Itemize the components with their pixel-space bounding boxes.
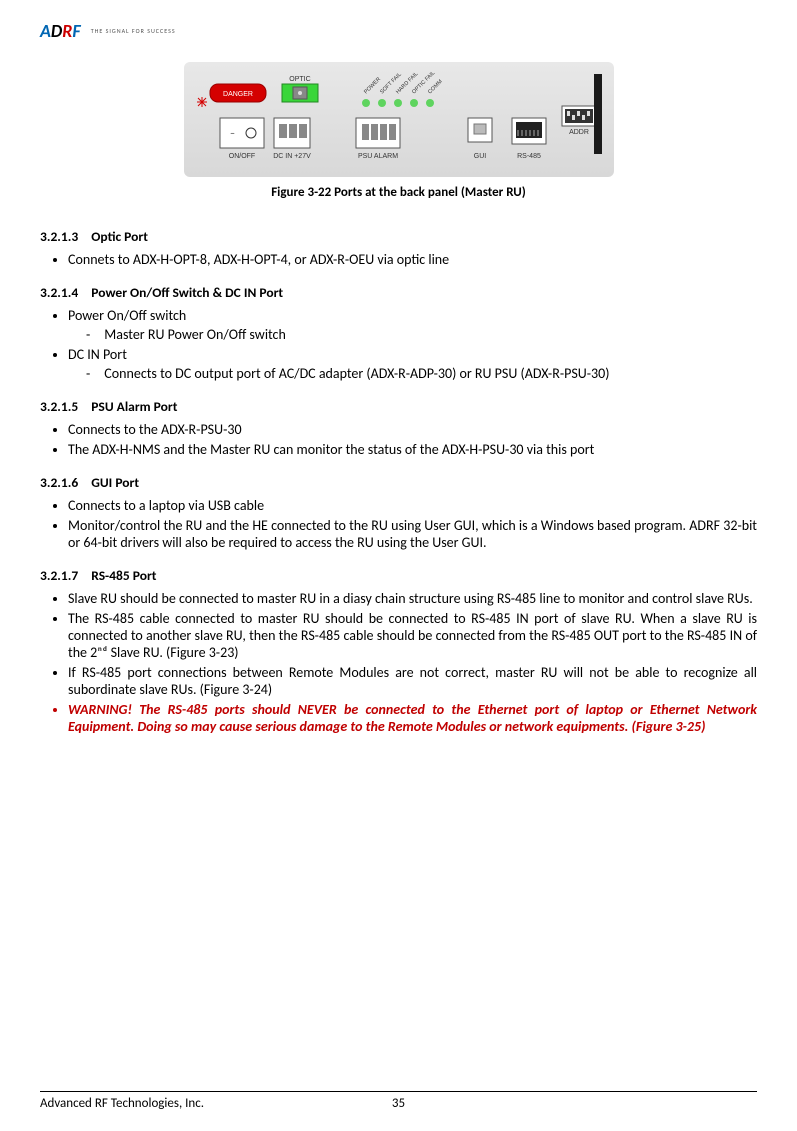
- list-item: Connets to ADX-H-OPT-8, ADX-H-OPT-4, or …: [68, 251, 757, 268]
- gui-label: GUI: [473, 153, 486, 160]
- logo-text: ADRF: [40, 20, 81, 42]
- addr-switch-icon: ADDR: [562, 106, 596, 136]
- section-num: 3.2.1.7: [40, 567, 78, 584]
- list-item: Slave RU should be connected to master R…: [68, 590, 757, 607]
- addr-label: ADDR: [569, 129, 589, 136]
- psu-label: PSU ALARM: [357, 153, 397, 160]
- rs485-label: RS-485: [517, 153, 541, 160]
- section-title: Optic Port: [91, 228, 148, 245]
- section-num: 3.2.1.5: [40, 398, 78, 415]
- list-item: Monitor/control the RU and the HE connec…: [68, 517, 757, 551]
- list-item: Connects to the ADX-R-PSU-30: [68, 421, 757, 438]
- onoff-switch-icon: – ON/OFF: [220, 118, 264, 160]
- rs485-port-icon: RS-485: [512, 118, 546, 160]
- back-panel-diagram: DANGER OPTIC: [184, 62, 614, 177]
- list-item: Connects to a laptop via USB cable: [68, 497, 757, 514]
- svg-text:–: –: [230, 126, 235, 139]
- danger-text: DANGER: [223, 91, 253, 98]
- section-heading-psu: 3.2.1.5 PSU Alarm Port: [40, 398, 757, 415]
- list-item: Power On/Off switch Master RU Power On/O…: [68, 307, 757, 343]
- sublist-item: Master RU Power On/Off switch: [86, 326, 757, 343]
- section-title: GUI Port: [91, 474, 139, 491]
- footer-page-number: 35: [392, 1096, 405, 1111]
- section-heading-power: 3.2.1.4 Power On/Off Switch & DC IN Port: [40, 284, 757, 301]
- section-num: 3.2.1.6: [40, 474, 78, 491]
- section-heading-rs485: 3.2.1.7 RS-485 Port: [40, 567, 757, 584]
- list-item-text: DC IN Port: [68, 346, 127, 363]
- section-title: PSU Alarm Port: [91, 398, 177, 415]
- logo-tagline: THE SIGNAL FOR SUCCESS: [91, 27, 176, 35]
- list-item: If RS-485 port connections between Remot…: [68, 664, 757, 698]
- section-num: 3.2.1.4: [40, 284, 78, 301]
- optic-port-icon: OPTIC: [282, 76, 318, 102]
- list-item: DC IN Port Connects to DC output port of…: [68, 346, 757, 382]
- section-title: Power On/Off Switch & DC IN Port: [91, 284, 283, 301]
- section-heading-optic: 3.2.1.3 Optic Port: [40, 228, 757, 245]
- figure-caption: Figure 3-22 Ports at the back panel (Mas…: [184, 185, 614, 200]
- dcin-label: DC IN +27V: [273, 153, 311, 160]
- onoff-label: ON/OFF: [228, 153, 254, 160]
- logo: ADRF THE SIGNAL FOR SUCCESS: [40, 20, 757, 42]
- logo-letter-d: D: [51, 20, 62, 42]
- status-leds: POWER SOFT FAIL HARD FAIL OPTIC FAIL COM…: [362, 70, 444, 107]
- section-title: RS-485 Port: [91, 567, 156, 584]
- dcin-port-icon: DC IN +27V: [273, 118, 311, 160]
- danger-label-icon: DANGER: [210, 84, 266, 102]
- warning-text: WARNING! The RS-485 ports should NEVER b…: [68, 701, 757, 735]
- section-heading-gui: 3.2.1.6 GUI Port: [40, 474, 757, 491]
- sublist-item: Connects to DC output port of AC/DC adap…: [86, 365, 757, 382]
- panel-figure: DANGER OPTIC: [184, 62, 614, 200]
- gui-port-icon: GUI: [468, 118, 492, 160]
- logo-letter-f: F: [72, 20, 80, 42]
- list-item: The RS-485 cable connected to master RU …: [68, 610, 757, 661]
- list-item: The ADX-H-NMS and the Master RU can moni…: [68, 441, 757, 458]
- section-num: 3.2.1.3: [40, 228, 78, 245]
- logo-letter-a: A: [40, 20, 51, 42]
- panel-edge-icon: [594, 74, 602, 154]
- optic-label: OPTIC: [289, 76, 310, 83]
- page-footer: Advanced RF Technologies, Inc. 35: [40, 1091, 757, 1111]
- logo-letter-r: R: [62, 20, 72, 42]
- psu-alarm-port-icon: PSU ALARM: [356, 118, 400, 160]
- list-item-text: Power On/Off switch: [68, 307, 186, 324]
- laser-icon: [197, 97, 207, 107]
